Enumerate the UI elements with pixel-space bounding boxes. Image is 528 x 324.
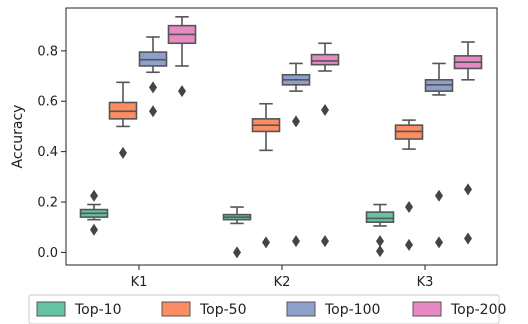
box-top-200-k2 [310, 42, 340, 248]
outlier-point [292, 235, 300, 248]
box-top-100-k3 [424, 62, 454, 249]
outlier-point [435, 189, 443, 202]
legend-swatch [161, 301, 191, 317]
outlier-point [405, 238, 413, 251]
y-axis: 0.0 0.2 0.4 0.6 0.8 [37, 44, 66, 261]
y-tick-label: 0.4 [37, 145, 58, 160]
legend-label: Top-10 [74, 302, 122, 318]
y-tick-label: 0.8 [37, 44, 58, 59]
outlier-point [262, 236, 270, 249]
outlier-point [90, 223, 98, 236]
box-top-50-k1 [108, 81, 138, 159]
legend-item-top-200: Top-200 [412, 301, 506, 318]
box-body [365, 211, 395, 223]
y-tick-label: 0.0 [37, 246, 58, 261]
y-tick-label: 0.2 [37, 196, 58, 211]
outlier-point [90, 189, 98, 202]
box-top-100-k1 [138, 36, 168, 118]
legend-swatch [412, 301, 442, 317]
outlier-point [119, 146, 127, 159]
x-tick-label-k1: K1 [131, 275, 148, 290]
outlier-point [464, 183, 472, 196]
legend-swatch [36, 301, 66, 317]
outlier-point [292, 115, 300, 128]
box-top-10-k3 [365, 203, 395, 258]
outlier-point [405, 201, 413, 214]
legend-swatch [286, 301, 316, 317]
y-axis-label: Accuracy [10, 105, 26, 169]
outlier-point [321, 235, 329, 248]
x-tick-label-k2: K2 [274, 275, 291, 290]
box-top-200-k1 [167, 16, 197, 98]
outlier-point [149, 105, 157, 118]
box-top-200-k3 [453, 41, 483, 245]
box-body [310, 53, 340, 66]
legend-label: Top-100 [324, 302, 380, 318]
outlier-point [464, 232, 472, 245]
plot-area [79, 16, 483, 259]
outlier-point [321, 104, 329, 117]
legend-frame [28, 294, 500, 324]
legend-label: Top-200 [450, 302, 506, 318]
outlier-point [233, 246, 241, 259]
legend-item-top-10: Top-10 [36, 301, 122, 318]
outlier-point [178, 85, 186, 98]
box-top-50-k3 [394, 119, 424, 251]
x-axis: K1 K2 K3 [131, 265, 434, 290]
legend-label: Top-50 [199, 302, 247, 318]
outlier-point [376, 245, 384, 258]
outlier-point [149, 81, 157, 94]
outlier-point [376, 235, 384, 248]
y-tick-label: 0.6 [37, 95, 58, 110]
legend-item-top-100: Top-100 [286, 301, 380, 318]
box-top-50-k2 [251, 102, 281, 249]
legend: Top-10 Top-50 Top-100 Top-200 [28, 294, 506, 324]
box-top-10-k2 [222, 206, 252, 259]
box-top-100-k2 [281, 62, 311, 248]
x-tick-label-k3: K3 [417, 275, 434, 290]
outlier-point [435, 236, 443, 249]
legend-item-top-50: Top-50 [161, 301, 247, 318]
box-top-10-k1 [79, 189, 109, 236]
